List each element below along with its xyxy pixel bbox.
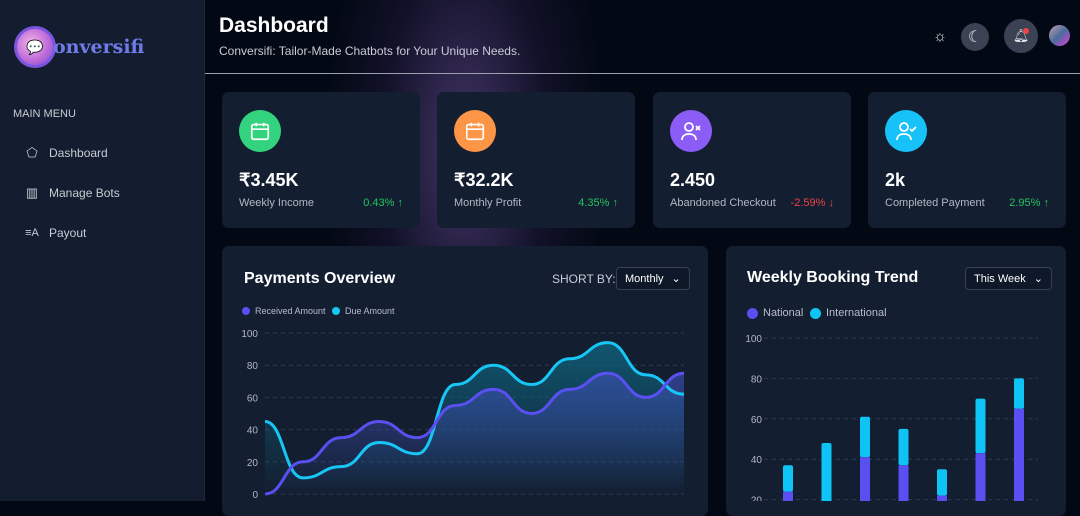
bar-national — [975, 453, 986, 501]
panel-title: Payments Overview — [244, 270, 396, 287]
sidebar: 💬 onversifi MAIN MENU ⬠ Dashboard ▥ Manage… — [0, 0, 205, 501]
sidebar-item-dashboard[interactable]: ⬠ Dashboard — [24, 145, 108, 161]
sidebar-item-manage-bots[interactable]: ▥ Manage Bots — [24, 185, 120, 201]
legend-due[interactable]: Due Amount — [332, 306, 395, 316]
stat-card: 2.450 Abandoned Checkout -2.59% ↓ — [653, 92, 851, 228]
payments-chart: 0 20 40 60 80 100 — [241, 329, 685, 501]
bar-national — [1014, 408, 1024, 501]
page-subtitle: Conversifi: Tailor-Made Chatbots for You… — [219, 44, 521, 58]
y-tick-label: 20 — [247, 458, 259, 469]
series-line-received — [264, 371, 685, 496]
y-tick-label: 20 — [751, 496, 763, 501]
week-filter-dropdown[interactable]: This Week ⌄ — [965, 267, 1052, 290]
legend-international[interactable]: International — [810, 307, 887, 319]
stat-label: Abandoned Checkout — [670, 197, 776, 209]
y-tick-label: 60 — [751, 415, 763, 426]
bar-national — [898, 465, 909, 501]
stat-change: 4.35% ↑ — [578, 197, 618, 209]
y-tick-label: 40 — [247, 426, 259, 437]
bar-international — [975, 398, 986, 454]
y-tick-label: 80 — [247, 361, 259, 372]
stat-card: 2k Completed Payment 2.95% ↑ — [868, 92, 1066, 228]
bar-international — [860, 416, 870, 458]
page-title: Dashboard — [219, 14, 329, 37]
bar-international — [937, 469, 947, 496]
chevron-down-icon: ⌄ — [1033, 273, 1043, 285]
legend-dot — [332, 307, 340, 315]
moon-icon: ☾ — [967, 29, 983, 46]
stat-card: ₹32.2K Monthly Profit 4.35% ↑ — [437, 92, 635, 228]
legend-label: International — [826, 307, 887, 319]
logo-text: onversifi — [53, 36, 145, 58]
sun-icon: ☼ — [933, 27, 947, 45]
legend-received[interactable]: Received Amount — [242, 306, 326, 316]
y-tick-label: 40 — [751, 455, 763, 466]
dark-mode-button[interactable]: ☾ — [961, 23, 989, 51]
stat-change: 2.95% ↑ — [1009, 197, 1049, 209]
stat-change: -2.59% ↓ — [790, 197, 834, 209]
notifications-button[interactable]: 🔔︎ — [1004, 19, 1038, 53]
y-tick-label: 100 — [241, 329, 258, 340]
y-tick-label: 0 — [252, 490, 258, 501]
bar-international — [1014, 378, 1024, 409]
series-line-due — [264, 341, 685, 480]
stat-value: ₹32.2K — [454, 170, 514, 190]
sidebar-item-payout[interactable]: ≡A Payout — [24, 226, 86, 240]
stat-label: Completed Payment — [885, 197, 985, 209]
user-check-icon — [885, 110, 927, 152]
y-tick-label: 100 — [745, 334, 762, 345]
legend-dot — [810, 307, 821, 319]
legend-dot — [242, 307, 250, 315]
bar-national — [783, 491, 793, 501]
logo-chat-icon: 💬 — [14, 26, 56, 68]
sidebar-item-label: Payout — [49, 226, 87, 240]
booking-chart: 20 40 60 80 100 — [745, 334, 1038, 501]
legend-label: Received Amount — [255, 306, 326, 316]
sidebar-item-label: Manage Bots — [49, 186, 120, 200]
series-area — [265, 373, 684, 494]
sort-value: Monthly — [625, 272, 664, 285]
calendar-icon — [239, 110, 281, 152]
logo[interactable]: 💬 onversifi — [14, 26, 144, 68]
legend-national[interactable]: National — [747, 307, 803, 319]
sort-label: SHORT BY: — [552, 272, 616, 286]
weekly-booking-panel: Weekly Booking Trend This Week ⌄ National… — [726, 246, 1066, 516]
y-tick-label: 60 — [247, 393, 259, 404]
user-x-icon — [670, 110, 712, 152]
stat-value: 2.450 — [670, 170, 716, 190]
bar-national — [860, 457, 870, 501]
header-divider — [205, 73, 1080, 74]
notification-badge — [1023, 28, 1029, 34]
bar-international — [783, 465, 793, 492]
home-icon: ⬠ — [26, 145, 38, 160]
stat-value: 2k — [885, 170, 906, 190]
bar-international — [898, 428, 909, 466]
legend-label: National — [763, 307, 804, 319]
menu-title: MAIN MENU — [13, 108, 76, 120]
stat-value: ₹3.45K — [239, 170, 299, 190]
stat-label: Weekly Income — [239, 197, 314, 209]
stat-card: ₹3.45K Weekly Income 0.43% ↑ — [222, 92, 420, 228]
legend-dot — [747, 307, 758, 319]
chevron-down-icon: ⌄ — [671, 273, 681, 285]
calendar-icon — [454, 110, 496, 152]
avatar[interactable] — [1049, 25, 1070, 46]
sort-dropdown[interactable]: Monthly ⌄ — [616, 267, 690, 290]
stat-change: 0.43% ↑ — [363, 197, 403, 209]
bar-national — [937, 495, 947, 501]
stat-label: Monthly Profit — [454, 197, 522, 209]
panel-title: Weekly Booking Trend — [747, 269, 919, 286]
light-mode-button[interactable]: ☼ — [930, 26, 950, 46]
legend-label: Due Amount — [345, 306, 395, 316]
payout-icon: ≡A — [25, 227, 39, 239]
y-tick-label: 80 — [751, 374, 763, 385]
sidebar-item-label: Dashboard — [49, 146, 108, 160]
bots-icon: ▥ — [25, 185, 39, 200]
bar-international — [821, 443, 832, 501]
filter-value: This Week — [974, 272, 1026, 285]
